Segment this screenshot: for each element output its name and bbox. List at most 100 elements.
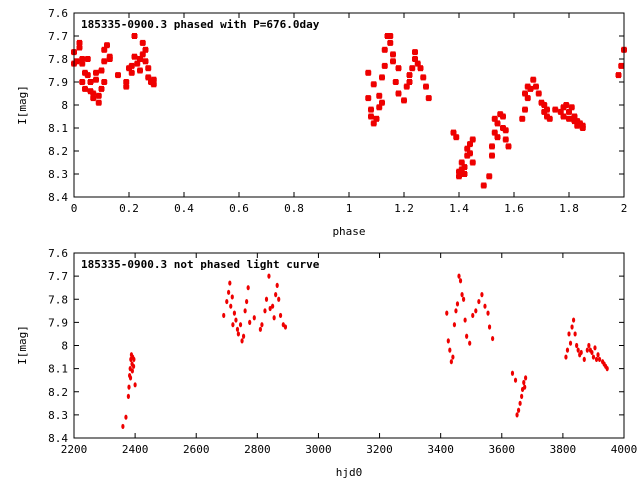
phased-data-point-body	[395, 91, 402, 96]
phased-data-point-body	[497, 112, 504, 117]
phased-xtick-label: 0.4	[174, 202, 194, 215]
unphased-data-point	[582, 356, 586, 362]
phased-xtick-label: 1	[346, 202, 353, 215]
unphased-data-point	[238, 322, 243, 328]
unphased-data-point	[132, 356, 136, 362]
phased-data-point-body	[401, 98, 407, 103]
phased-data-point-body	[392, 80, 399, 84]
unphased-data-point	[133, 382, 137, 388]
unphased-data-point	[590, 349, 594, 356]
phased-data-point-body	[566, 109, 572, 114]
phased-data-point-body	[365, 96, 372, 101]
unphased-data-point	[575, 342, 579, 349]
unphased-data-point	[565, 347, 570, 353]
unphased-data-point	[243, 308, 247, 314]
phased-data-point-body	[500, 114, 506, 119]
phased-data-point-body	[453, 135, 460, 140]
phased-data-point-body	[544, 107, 550, 112]
phased-data-point-body	[76, 45, 83, 50]
phased-data-point-body	[541, 103, 548, 107]
unphased-ticks: 2200 2400 2600 2800 3000 3200 3400 3600 3800 4000…	[48, 247, 637, 456]
phased-data-point-body	[134, 61, 141, 66]
unphased-data-point	[522, 379, 526, 386]
phased-data-point-body	[370, 82, 377, 87]
unphased-data-point	[605, 366, 609, 372]
unphased-data-point	[230, 294, 234, 300]
phased-data-point-body	[390, 59, 396, 64]
phased-data-point-body	[368, 107, 374, 112]
phased-data-point-body	[406, 73, 413, 78]
phased-data-point-body	[128, 70, 135, 75]
phased-data-point-body	[486, 174, 493, 179]
unphased-data-point	[491, 335, 495, 342]
phased-data-point-body	[145, 66, 152, 71]
unphased-data-point	[272, 315, 276, 321]
phased-data-point-body	[494, 135, 501, 140]
phased-data-point-body	[387, 40, 394, 45]
phased-y-axis-label: I[mag]	[16, 85, 29, 125]
unphased-data-point	[452, 322, 457, 328]
phased-data-point-body	[373, 116, 380, 121]
phased-data-point-body	[579, 126, 586, 130]
unphased-xtick-label: 3800	[550, 443, 577, 456]
phased-data-point-body	[566, 116, 572, 121]
unphased-data-point	[524, 375, 528, 381]
phased-data-point-body	[87, 80, 94, 84]
phased-ytick-label: 7.9	[48, 76, 68, 89]
unphased-data-point	[267, 273, 271, 279]
plot-unphased: 2200 2400 2600 2800 3000 3200 3400 3600 3800 4000…	[16, 247, 637, 479]
unphased-data-point	[568, 340, 573, 346]
unphased-ytick-label: 8	[61, 340, 68, 353]
phased-data-point-body	[98, 68, 105, 73]
phased-data-point-body	[618, 63, 625, 68]
phased-data-point-body	[387, 34, 394, 38]
unphased-data-point	[596, 352, 600, 358]
phased-data-point-body	[409, 66, 416, 71]
unphased-data-point	[258, 326, 262, 332]
phased-data-point-body	[376, 93, 383, 98]
phased-data-point-body	[560, 105, 567, 110]
unphased-xtick-label: 2200	[61, 443, 88, 456]
unphased-data-point	[268, 305, 272, 312]
unphased-data-point	[271, 303, 275, 309]
phased-data-point-body	[571, 114, 578, 119]
unphased-data-point	[128, 375, 133, 381]
phased-data-point-body	[379, 100, 385, 105]
phased-data-point-body	[530, 77, 537, 82]
unphased-data-point	[487, 324, 492, 330]
unphased-data-point	[246, 285, 250, 291]
unphased-data-point	[477, 298, 481, 305]
phased-ytick-label: 7.8	[48, 53, 68, 66]
unphased-ytick-label: 8.1	[48, 363, 68, 376]
phased-data-point-body	[101, 47, 108, 52]
phased-data-point-body	[458, 160, 465, 165]
phased-data-point-body	[139, 40, 146, 45]
unphased-data-point	[260, 322, 264, 328]
phased-data-point-body	[456, 174, 462, 179]
phased-xtick-label: 1.6	[504, 202, 524, 215]
phased-data-point-body	[615, 73, 622, 78]
phased-ytick-label: 8	[61, 99, 68, 112]
unphased-ytick-label: 7.8	[48, 293, 68, 306]
phased-data-point-body	[128, 63, 135, 68]
phased-data-point-body	[93, 77, 99, 82]
phased-data-point-body	[538, 100, 545, 105]
phased-xtick-label: 1.2	[394, 202, 414, 215]
unphased-data-point	[587, 342, 591, 349]
unphased-data-point	[474, 308, 478, 314]
phased-data-point-body	[150, 82, 157, 87]
phased-data-point-body	[502, 128, 509, 133]
phased-data-point-body	[541, 109, 548, 114]
unphased-data-point	[121, 423, 125, 430]
phased-data-point-body	[552, 107, 559, 112]
phased-data-point-body	[142, 47, 149, 52]
unphased-data-point	[576, 347, 580, 353]
phased-data-point-body	[469, 137, 476, 142]
unphased-data-point	[277, 296, 281, 302]
phased-data-point-body	[406, 80, 413, 84]
phased-data-point-body	[417, 66, 424, 71]
phased-title: 185335-0900.3 phased with P=676.0day	[81, 18, 320, 31]
phased-data-point-body	[137, 68, 143, 73]
unphased-x-axis-label: hjd0	[336, 466, 363, 479]
phased-data-point-body	[563, 103, 570, 107]
